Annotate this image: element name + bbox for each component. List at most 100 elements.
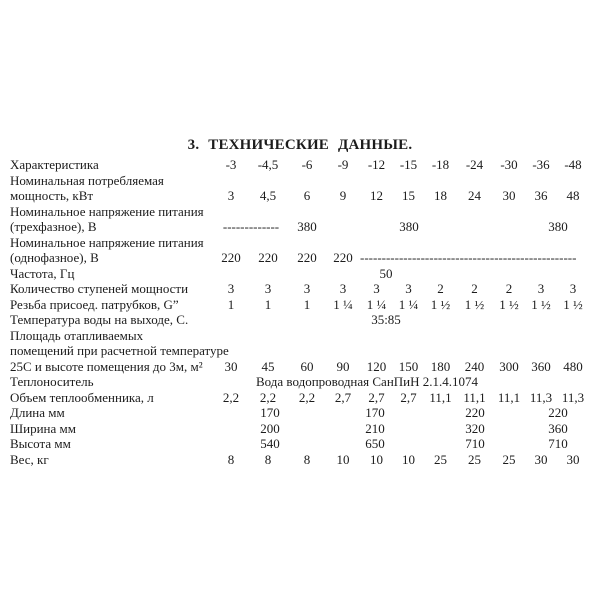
cell-value: 2,2 [259,389,277,405]
row-label-line: Ширина мм [10,420,76,436]
row-label: Объем теплообменника, л [10,390,214,406]
row-label-line: Теплоноситель [10,374,94,389]
row-label-line: Количество ступеней мощности [10,281,189,296]
table-body: Характеристика -3 -4,5 -6 -9 -12 -15 -18 -24 -30-… [10,157,590,467]
cell-value: 1 [303,296,311,312]
cell-value: 1 ½ [499,296,519,312]
cell-value: 3 [405,281,412,296]
table-row: Номинальное напряжение питания (трехфазно… [10,204,590,235]
cell-value: 2 [437,281,444,296]
cell-value: -30 [500,157,518,172]
cell-value: -36 [532,157,550,172]
row-label-line: мощность, кВт [10,188,94,203]
cell-value: 8 [227,451,235,467]
cell-value: 25 [468,451,481,467]
cell-value: 360 [548,420,568,436]
cell-value: 3 [339,281,347,296]
cell-value: 380 [297,219,317,234]
cell-value: 2,7 [368,389,385,405]
cell-value: 30 [224,358,238,374]
cell-value: 11,1 [463,389,486,405]
row-label: Характеристика [10,157,214,173]
row-label: Высота мм [10,436,214,452]
row-label: Ширина мм [10,421,214,437]
cell-value: 1 [264,296,272,312]
cell-value: 18 [434,188,447,203]
cell-value: 480 [563,358,583,374]
technical-data-table: Характеристика -3 -4,5 -6 -9 -12 -15 -18 -24 -30-… [10,157,590,467]
cell-value: -18 [431,157,450,172]
cell-value: 380 [399,219,419,234]
cell-value: 710 [465,436,485,451]
cell-value: 30 [502,188,516,203]
cell-value [492,204,526,235]
cell-value: 170 [365,405,385,420]
cell-value: 3 [373,281,380,296]
cell-value: 25 [502,451,516,467]
cell-value: 3 [227,281,235,296]
row-label-line: Высота мм [10,436,71,451]
row-label-line: (трехфазное), В [10,219,97,234]
row-label: Частота, Гц [10,266,214,282]
cell-value: 200 [260,420,280,436]
cell-value: 1 ½ [464,296,485,312]
cell-value: 48 [566,188,580,203]
cell-value: 45 [261,358,275,374]
cell-value: 6 [303,188,311,203]
cell-value: 2,7 [334,389,352,405]
cell-value: 220 [548,405,568,420]
row-label: Температура воды на выходе, С. [10,312,214,328]
row-label: Площадь отапливаемых помещений при расчет… [10,328,229,375]
cell-value: 60 [300,358,314,374]
row-label-line: Частота, Гц [10,265,75,281]
cell-value: 2,2 [222,389,240,405]
row-label: Количество ступеней мощности [10,281,214,297]
cell-value: 1 ¼ [398,296,419,312]
cell-value: 710 [548,436,568,451]
cell-value: 1 [227,296,235,312]
cell-value: 3 [303,281,311,296]
cell-value: 320 [465,420,485,436]
cell-value: 2 [505,281,513,296]
cell-value: 1 ½ [563,296,583,312]
table-row: Номинальное напряжение питания (однофазно… [10,235,590,266]
cell-value: 220 [465,405,485,420]
row-label: Резьба присоед. патрубков, G” [10,297,214,313]
cell-value: -24 [465,157,484,172]
cell-value: 220 [258,250,278,265]
row-label-line: Температура воды на выходе, С. [10,312,189,327]
table-row: Вес, кг 8 8 8 10 10 10 25 25 25 30 30 [10,452,590,468]
row-label: Номинальное напряжение питания (однофазно… [10,235,214,266]
cell-value: 25 [434,451,447,467]
cell-value: 10 [370,451,383,467]
cell-value: 90 [336,358,350,374]
cell-value: 2,7 [400,389,417,405]
table-row: Длина мм 170 170 220 220 [10,405,590,421]
row-label: Длина мм [10,405,214,421]
cell-value: 12 [370,188,383,203]
table-row: Площадь отапливаемых помещений при расчет… [10,328,590,375]
cell-value: -48 [564,157,582,172]
cell-value: Вода водопроводная СанПиН 2.1.4.1074 [255,374,479,389]
row-label-line: Номинальная потребляемая [10,172,164,188]
row-label-line: Длина мм [10,405,65,420]
table-row: Номинальная потребляемая мощность, кВт 3 4,… [10,173,590,204]
cell-value: 2 [471,281,478,296]
table-row: Ширина мм 200 210 320 360 [10,421,590,437]
cell-value: 220 [221,250,241,265]
cell-value: 10 [336,451,350,467]
page-title: 3. ТЕХНИЧЕСКИЕ ДАННЫЕ. [187,137,413,153]
row-label-line: Номинальное напряжение питания [10,203,204,219]
table-row: Температура воды на выходе, С. 35:85 [10,312,590,328]
cell-value: 170 [260,405,280,420]
cell-value: 30 [566,451,580,467]
cell-value: -4,5 [257,157,279,172]
cell-value: 24 [468,188,481,203]
cell-value: ----------------------------------------… [360,250,577,265]
cell-value: 380 [548,219,568,234]
cell-value: 650 [365,436,385,451]
row-label-line: Характеристика [10,157,99,172]
row-label: Вес, кг [10,452,214,468]
cell-value: 8 [303,451,311,467]
table-row: Резьба присоед. патрубков, G” 1 1 1 1 ¼ 1 ¼ 1 … [10,297,590,313]
